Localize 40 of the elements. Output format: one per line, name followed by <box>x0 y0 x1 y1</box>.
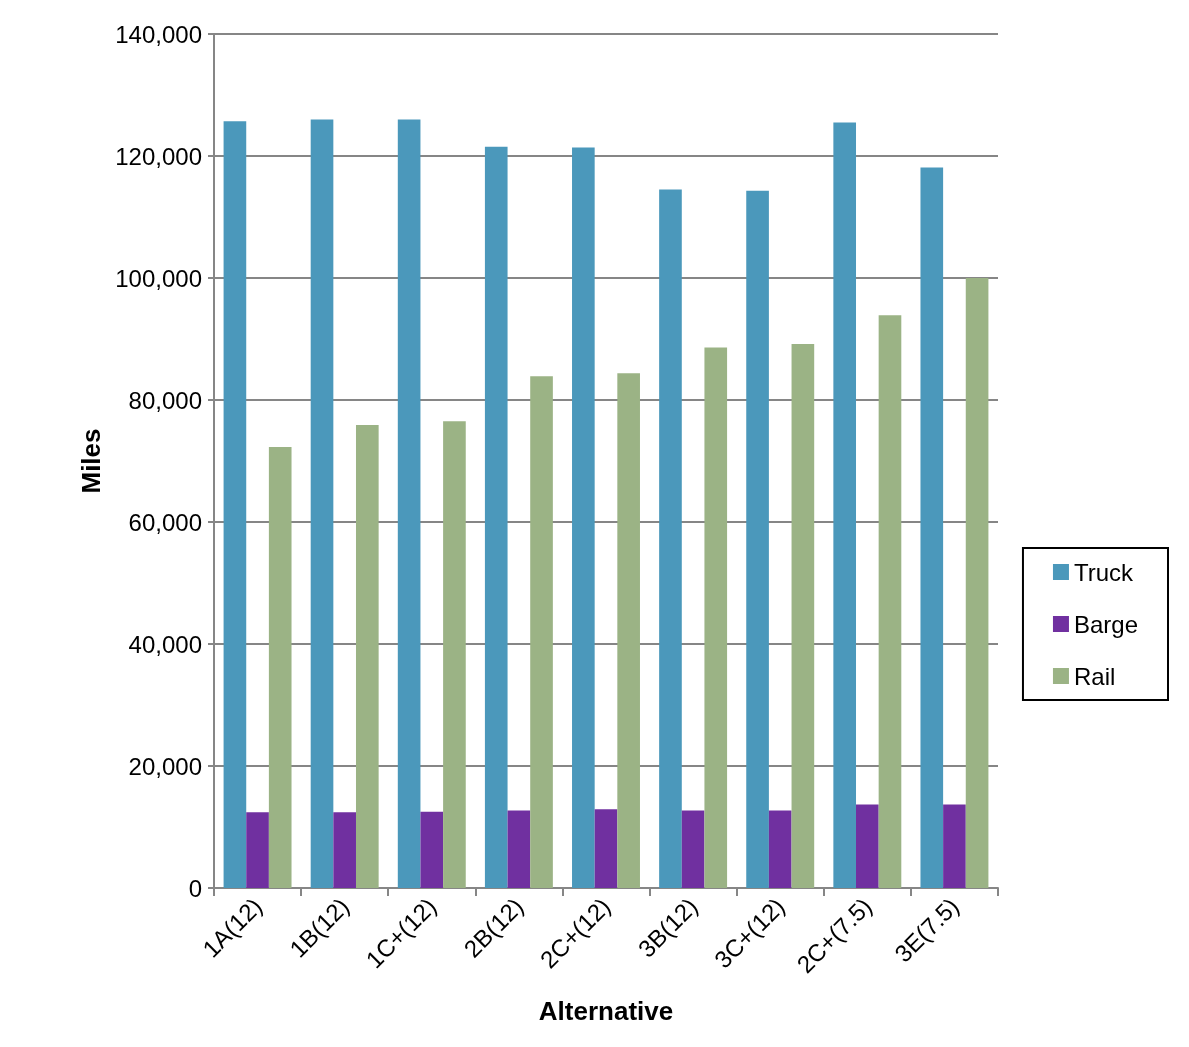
y-tick-label: 40,000 <box>128 630 202 658</box>
bar <box>746 190 769 888</box>
x-axis-title: Alternative <box>538 996 674 1026</box>
bar <box>484 146 508 888</box>
bar <box>791 343 815 888</box>
bar <box>223 121 247 888</box>
bar <box>572 147 595 888</box>
bar <box>420 811 444 888</box>
y-tick-label: 120,000 <box>115 142 202 170</box>
bar <box>268 446 292 888</box>
bar <box>594 809 618 888</box>
legend-label: Rail <box>1073 662 1116 690</box>
bar <box>355 425 379 888</box>
bar <box>704 347 728 888</box>
bar <box>310 119 334 888</box>
y-tick-label: 80,000 <box>128 386 202 414</box>
bar <box>965 278 989 888</box>
bar <box>530 376 553 888</box>
bar <box>617 373 640 888</box>
y-tick-label: 140,000 <box>115 20 202 48</box>
y-tick-label: 60,000 <box>128 508 202 536</box>
bar <box>943 804 966 888</box>
y-tick-label: 20,000 <box>128 752 202 780</box>
y-tick-label: 0 <box>188 874 202 902</box>
bar <box>768 810 792 888</box>
legend-label: Truck <box>1073 558 1135 586</box>
bar <box>246 812 269 888</box>
bar <box>397 119 421 888</box>
y-tick-label: 100,000 <box>115 264 202 292</box>
bar <box>659 189 682 888</box>
bar <box>681 810 705 888</box>
bar <box>856 804 879 888</box>
bar <box>507 810 531 888</box>
bar <box>333 812 356 888</box>
bar <box>878 315 902 888</box>
bar <box>443 421 466 888</box>
bar <box>920 167 944 888</box>
legend-label: Barge <box>1073 610 1138 638</box>
bar <box>833 122 857 888</box>
y-axis-title: Miles <box>76 428 107 494</box>
